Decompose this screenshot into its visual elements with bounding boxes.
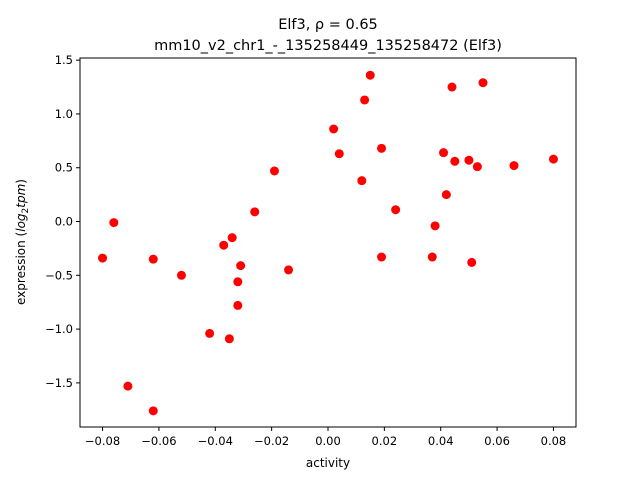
scatter-point [427, 252, 437, 262]
scatter-point [205, 328, 215, 338]
scatter-point [357, 176, 367, 186]
scatter-point [109, 218, 119, 228]
x-tick-label: −0.04 [198, 434, 233, 448]
scatter-point [148, 406, 158, 416]
y-tick-label: 1.5 [55, 53, 73, 67]
scatter-point [219, 240, 229, 250]
scatter-point [329, 124, 339, 134]
y-tick-label: 1.0 [55, 107, 73, 121]
y-axis-label-suffix: ) [14, 179, 28, 184]
scatter-point [236, 261, 246, 271]
x-tick-label: −0.02 [254, 434, 289, 448]
scatter-point [123, 381, 133, 391]
y-axis-label-tpm: tpm [14, 184, 28, 208]
scatter-point [430, 221, 440, 231]
y-tick-label: −1.5 [45, 376, 73, 390]
scatter-point [464, 155, 474, 165]
chart-title-line1: Elf3, ρ = 0.65 [278, 17, 378, 33]
plot-area [98, 70, 558, 416]
scatter-point [148, 254, 158, 264]
scatter-point [269, 166, 279, 176]
y-tick-label: 0.5 [55, 161, 73, 175]
scatter-point [224, 334, 234, 344]
scatter-point [360, 95, 370, 105]
scatter-point [439, 148, 449, 158]
x-tick-label: 0.02 [372, 434, 398, 448]
scatter-point [478, 78, 488, 88]
x-tick-label: 0.06 [484, 434, 510, 448]
scatter-point [441, 190, 451, 200]
scatter-point [98, 253, 108, 263]
scatter-point [334, 149, 344, 159]
y-tick-label: 0.0 [55, 215, 73, 229]
scatter-point [233, 300, 243, 310]
scatter-point [391, 205, 401, 215]
scatter-point [467, 257, 477, 267]
x-tick-label: 0.00 [315, 434, 341, 448]
y-axis-label: expression (log2tpm) [14, 179, 31, 305]
scatter-point [509, 161, 519, 171]
x-axis-label: activity [306, 456, 350, 470]
x-tick-label: −0.08 [85, 434, 120, 448]
y-tick-label: −1.0 [45, 322, 73, 336]
y-axis-label-subscript: 2 [21, 208, 31, 214]
y-axis-label-prefix: expression ( [14, 232, 28, 305]
scatter-point [548, 154, 558, 164]
chart-title-line2: mm10_v2_chr1_-_135258449_135258472 (Elf3… [154, 38, 502, 54]
scatter-point [377, 143, 387, 153]
y-axis: 1.5 1.0 0.5 0.0 −0.5 −1.0 −1.5 [45, 53, 80, 390]
scatter-point [250, 207, 260, 217]
scatter-point [233, 277, 243, 287]
x-axis: −0.08 −0.06 −0.04 −0.02 0.00 0.02 0.04 0.06 0.08 [85, 427, 566, 448]
scatter-point [227, 233, 237, 243]
scatter-point [377, 252, 387, 262]
scatter-point [450, 156, 460, 166]
x-tick-label: −0.06 [141, 434, 176, 448]
y-axis-label-log: log [14, 213, 28, 232]
x-tick-label: 0.04 [428, 434, 454, 448]
scatter-point [365, 70, 375, 80]
x-tick-label: 0.08 [541, 434, 567, 448]
scatter-point [176, 270, 186, 280]
scatter-point [284, 265, 294, 275]
scatter-point [447, 82, 457, 92]
y-tick-label: −0.5 [45, 268, 73, 282]
scatter-point [472, 162, 482, 172]
